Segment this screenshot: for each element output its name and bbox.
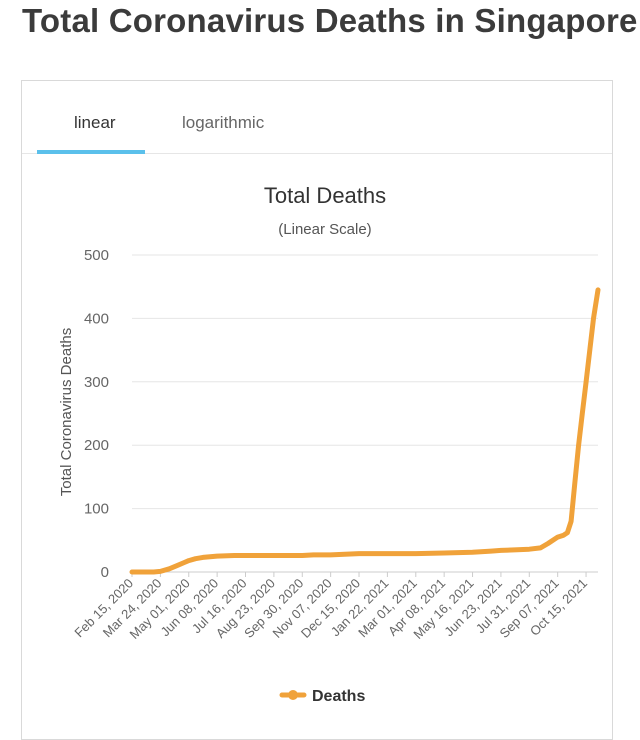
chart-subtitle: (Linear Scale) [278, 221, 371, 238]
y-axis-label: Total Coronavirus Deaths [58, 328, 75, 496]
y-tick-label: 100 [84, 501, 109, 518]
legend-label-deaths: Deaths [312, 688, 365, 705]
y-tick-label: 0 [101, 564, 109, 581]
tab-logarithmic[interactable]: logarithmic [182, 113, 265, 132]
chart-title: Total Deaths [264, 183, 386, 208]
y-tick-label: 200 [84, 437, 109, 454]
y-axis-ticks: 0 100 200 300 400 500 [84, 247, 109, 581]
scale-tabs: linear logarithmic [22, 81, 612, 154]
legend-marker [288, 690, 298, 700]
chart-card: linear logarithmic [21, 80, 613, 740]
series-group [129, 287, 601, 575]
y-tick-label: 300 [84, 374, 109, 391]
legend[interactable]: Deaths [279, 688, 365, 705]
y-tick-label: 500 [84, 247, 109, 264]
deaths-line-chart: Total Deaths (Linear Scale) Total Corona… [58, 183, 601, 705]
active-tab-indicator [37, 150, 145, 154]
y-tick-label: 400 [84, 310, 109, 327]
grid-lines [132, 254, 598, 573]
series-line-deaths [129, 287, 601, 575]
page-title: Total Coronavirus Deaths in Singapore [22, 2, 638, 39]
tab-linear[interactable]: linear [74, 113, 116, 132]
